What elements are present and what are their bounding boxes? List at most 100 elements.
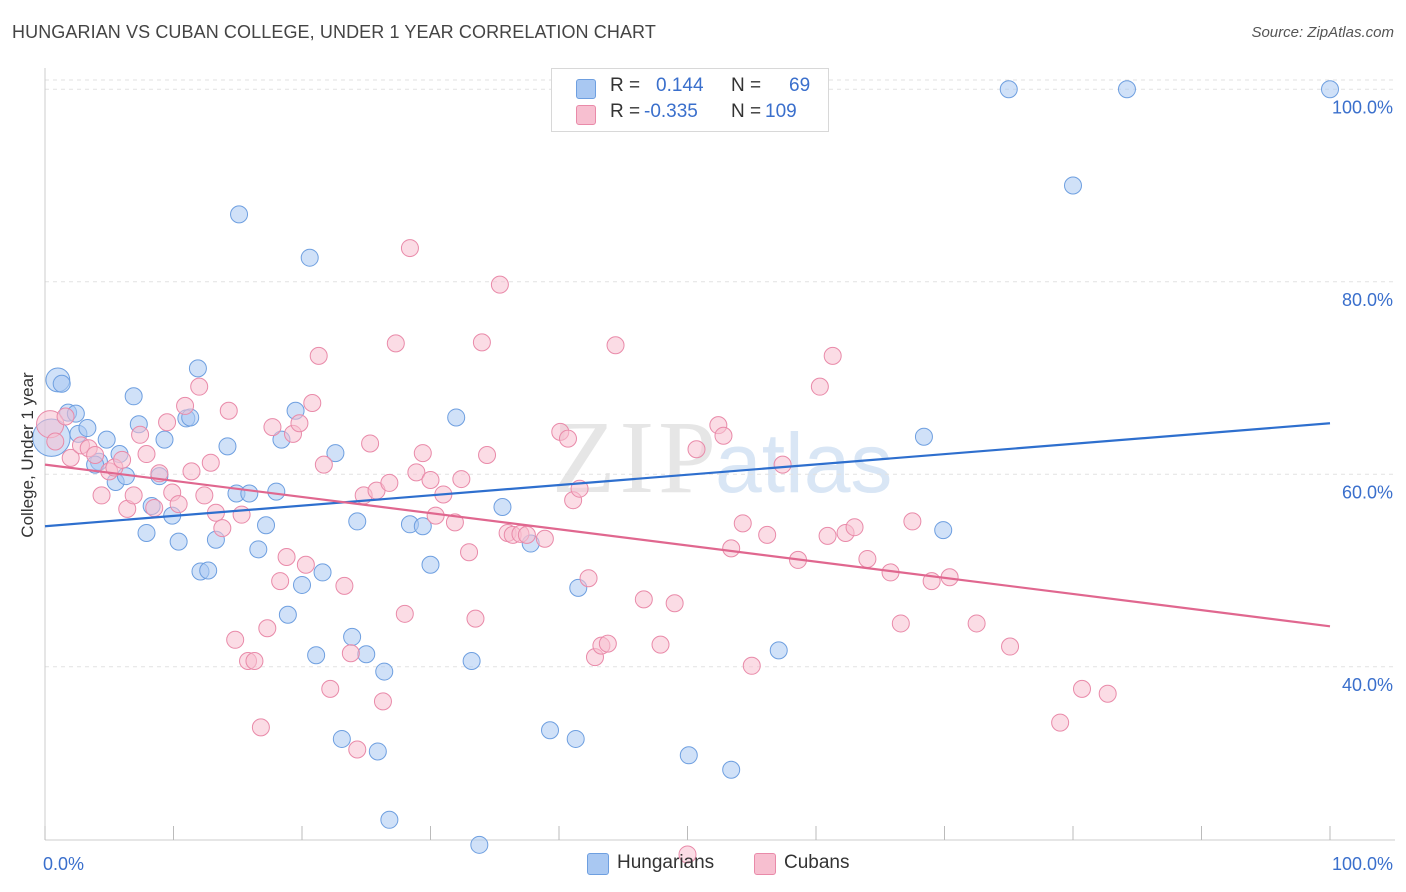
data-point — [380, 473, 399, 492]
data-point — [190, 377, 209, 396]
data-point — [240, 484, 259, 503]
data-point — [810, 377, 829, 396]
data-point — [1072, 679, 1091, 698]
data-point — [478, 446, 497, 464]
legend-label-cubans: Cubans — [784, 852, 850, 873]
data-point — [326, 444, 345, 463]
data-point — [722, 760, 741, 779]
legend-n-value: 69 — [789, 75, 811, 96]
trend-lines — [44, 422, 1331, 628]
data-point — [651, 635, 670, 654]
x-tick-label: 0.0% — [43, 854, 84, 874]
data-point — [86, 446, 105, 464]
data-point — [357, 645, 376, 664]
data-point — [1064, 176, 1082, 195]
data-point — [452, 470, 471, 489]
data-point — [213, 519, 232, 538]
data-point — [290, 414, 309, 433]
data-point — [251, 718, 270, 737]
data-point — [169, 495, 188, 514]
data-point — [490, 275, 509, 294]
data-point — [341, 644, 360, 663]
axis-labels: 40.0% 60.0% 80.0% 100.0% 0.0% 100.0% College, … — [18, 97, 1393, 874]
data-point — [413, 517, 432, 536]
legend-r-label: R = — [610, 75, 641, 96]
data-point — [245, 651, 264, 670]
legend-swatch-cubans — [754, 853, 776, 875]
data-point — [314, 455, 333, 474]
data-point — [460, 543, 479, 562]
data-point — [257, 516, 276, 535]
data-point — [1117, 80, 1136, 99]
y-tick-label: 80.0% — [1342, 290, 1393, 310]
y-tick-label: 40.0% — [1342, 675, 1393, 695]
grid — [45, 79, 1395, 668]
data-point — [267, 482, 286, 501]
data-point — [665, 594, 684, 613]
data-point — [303, 394, 322, 413]
chart-title: HUNGARIAN VS CUBAN COLLEGE, UNDER 1 YEAR… — [12, 22, 656, 42]
data-point — [230, 205, 249, 224]
data-point — [348, 740, 367, 759]
data-point — [999, 80, 1018, 99]
data-point — [249, 540, 268, 559]
data-point — [462, 651, 481, 670]
data-point — [566, 729, 585, 748]
data-point — [373, 692, 392, 711]
data-point — [598, 634, 617, 653]
legend-r-value: -0.335 — [644, 101, 698, 122]
data-point — [137, 445, 156, 464]
data-point — [271, 572, 290, 591]
data-point — [818, 526, 837, 545]
data-point — [858, 549, 877, 568]
data-point — [1321, 80, 1339, 99]
data-point — [380, 810, 399, 829]
data-point — [188, 359, 207, 378]
data-point — [155, 430, 174, 449]
data-point — [335, 576, 354, 595]
data-point — [97, 430, 116, 449]
data-point — [1051, 713, 1070, 732]
data-point — [158, 413, 177, 432]
x-tick-label: 100.0% — [1332, 854, 1393, 874]
data-point — [348, 512, 367, 531]
data-point — [400, 239, 419, 258]
data-point — [226, 630, 245, 649]
data-point — [714, 426, 733, 445]
data-point — [541, 721, 560, 740]
watermark-atlas: atlas — [715, 416, 892, 510]
data-point — [722, 539, 741, 558]
data-point — [124, 387, 143, 406]
data-point — [176, 396, 195, 415]
data-point — [296, 555, 315, 574]
legend-row-hungarians: R = 0.144 N = 69 — [552, 75, 828, 101]
legend-n-label: N = — [731, 75, 762, 96]
data-point — [934, 521, 953, 540]
data-point — [687, 440, 706, 459]
series-cubans — [36, 239, 1117, 864]
data-point — [219, 401, 238, 420]
data-point — [579, 569, 598, 588]
data-point — [558, 429, 577, 448]
legend-swatch-hungarians — [576, 79, 596, 99]
data-point — [773, 455, 792, 474]
data-point — [967, 614, 986, 633]
data-point — [845, 518, 864, 537]
data-point — [277, 548, 296, 567]
source-label: Source: ZipAtlas.com — [1251, 24, 1394, 41]
data-point — [421, 555, 440, 574]
legend-n-label: N = — [731, 101, 762, 122]
data-point — [447, 408, 466, 427]
data-point — [535, 529, 554, 548]
data-point — [124, 486, 143, 505]
data-point — [769, 641, 788, 660]
data-point — [445, 513, 464, 532]
data-point — [309, 346, 328, 365]
data-point — [606, 336, 625, 355]
data-point — [343, 627, 362, 646]
data-point — [395, 604, 414, 623]
stats-legend: R = 0.144 N = 69 R = -0.335 N = 109 — [551, 68, 829, 132]
data-point — [903, 512, 922, 531]
data-point — [914, 427, 933, 446]
data-point — [113, 450, 132, 469]
